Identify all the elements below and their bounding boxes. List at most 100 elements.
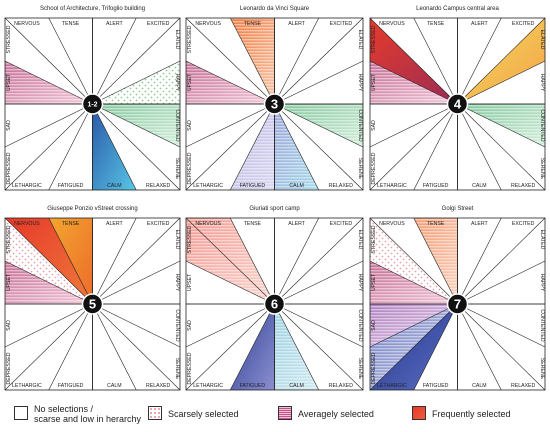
label-calm: CALM — [107, 183, 121, 189]
label-fatigued: FATIGUED — [58, 183, 84, 189]
label-tense: TENSE — [62, 221, 80, 227]
label-contented: CONTENTED — [174, 309, 180, 342]
label-sad: SAD — [6, 320, 12, 331]
ray — [274, 103, 320, 191]
label-happy: HAPPY — [357, 274, 363, 292]
ray — [274, 303, 364, 391]
ray — [369, 217, 458, 305]
label-relaxed: RELAXED — [511, 183, 535, 189]
label-nervous: NERVOUS — [379, 221, 405, 227]
label-relaxed: RELAXED — [329, 183, 353, 189]
ray — [229, 303, 275, 391]
label-lethargic: LETHARGIC — [377, 383, 407, 389]
ray — [48, 303, 93, 391]
ray — [92, 217, 181, 305]
panel-title: Giuseppe Ponzio vStreet crossing — [47, 206, 137, 212]
ray — [48, 17, 93, 105]
ray — [4, 60, 93, 105]
ray — [457, 303, 502, 391]
label-alert: ALERT — [288, 221, 305, 227]
panel-title: School of Architecture, Trifoglio buildi… — [40, 6, 145, 12]
ray — [92, 260, 181, 305]
panel-number-badge — [263, 93, 286, 115]
label-calm: CALM — [472, 383, 486, 389]
panel-number-badge — [81, 293, 104, 315]
ray — [92, 303, 181, 391]
ray — [413, 103, 458, 191]
label-excited: EXCITED — [512, 21, 535, 27]
ray — [185, 103, 275, 191]
label-depressed: DEPRESSED — [6, 152, 12, 184]
label-lethargic: LETHARGIC — [12, 383, 42, 389]
label-serene: SERENE — [539, 158, 545, 180]
label-fatigued: FATIGUED — [240, 183, 266, 189]
label-depressed: DEPRESSED — [187, 352, 193, 384]
label-calm: CALM — [107, 383, 121, 389]
label-fatigued: FATIGUED — [240, 383, 266, 389]
label-lethargic: LETHARGIC — [12, 183, 42, 189]
label-relaxed: RELAXED — [511, 383, 535, 389]
ray — [369, 260, 458, 305]
label-alert: ALERT — [471, 221, 488, 227]
ray — [413, 303, 458, 391]
panel-number-badge — [81, 93, 104, 115]
ray — [457, 103, 546, 191]
ray — [4, 260, 93, 305]
ray — [457, 260, 546, 305]
label-alert: ALERT — [288, 21, 305, 27]
ray — [369, 103, 458, 191]
label-nervous: NERVOUS — [195, 221, 221, 227]
label-alert: ALERT — [471, 21, 488, 27]
ray — [229, 103, 275, 191]
label-elated: ELATED — [539, 230, 545, 250]
ray — [185, 260, 275, 305]
panel-number: 6 — [271, 297, 278, 312]
ray — [274, 217, 364, 305]
ray — [92, 103, 181, 191]
panel-number: 3 — [271, 97, 278, 112]
label-lethargic: LETHARGIC — [193, 383, 223, 389]
panel-3: NERVOUS TENSE ALERT EXCITED LETHARGIC FATIGUE… — [369, 6, 546, 191]
legend-label-none: No selections / scarse and low in herarc… — [34, 404, 142, 424]
ray — [369, 60, 458, 105]
ray — [457, 17, 502, 105]
ray — [4, 103, 93, 191]
legend-label-frequent: Frequently selected — [432, 409, 511, 419]
label-relaxed: RELAXED — [146, 383, 170, 389]
ray — [185, 17, 275, 105]
label-happy: HAPPY — [539, 74, 545, 92]
ray — [92, 103, 181, 148]
ray — [92, 217, 137, 305]
label-excited: EXCITED — [330, 21, 353, 27]
ray — [274, 303, 364, 348]
label-upset: UPSET — [371, 273, 377, 291]
label-stressed: STRESSED — [187, 25, 193, 53]
ray — [4, 217, 93, 305]
panel-title: Leonardo Campus central area — [416, 6, 499, 12]
ray — [457, 60, 546, 105]
label-lethargic: LETHARGIC — [377, 183, 407, 189]
label-stressed: STRESSED — [6, 225, 12, 253]
panel-number-badge — [446, 93, 469, 115]
label-calm: CALM — [472, 183, 486, 189]
ray — [229, 17, 275, 105]
ray — [92, 60, 181, 105]
label-stressed: STRESSED — [371, 225, 377, 253]
ray — [274, 260, 364, 305]
label-nervous: NERVOUS — [14, 21, 40, 27]
label-happy: HAPPY — [174, 74, 180, 92]
panel-1: NERVOUS TENSE ALERT EXCITED LETHARGIC FATIGUE… — [4, 6, 181, 191]
ray — [274, 17, 320, 105]
label-sad: SAD — [187, 120, 193, 131]
ray — [274, 17, 364, 105]
label-excited: EXCITED — [330, 221, 353, 227]
panel-4: NERVOUS TENSE ALERT EXCITED LETHARGIC FATIGUE… — [4, 206, 181, 391]
ray — [92, 303, 181, 348]
label-sad: SAD — [187, 320, 193, 331]
panel-title: Leonardo da Vinci Square — [240, 6, 310, 12]
label-elated: ELATED — [357, 30, 363, 50]
label-depressed: DEPRESSED — [371, 352, 377, 384]
label-serene: SERENE — [174, 358, 180, 380]
label-calm: CALM — [289, 183, 303, 189]
